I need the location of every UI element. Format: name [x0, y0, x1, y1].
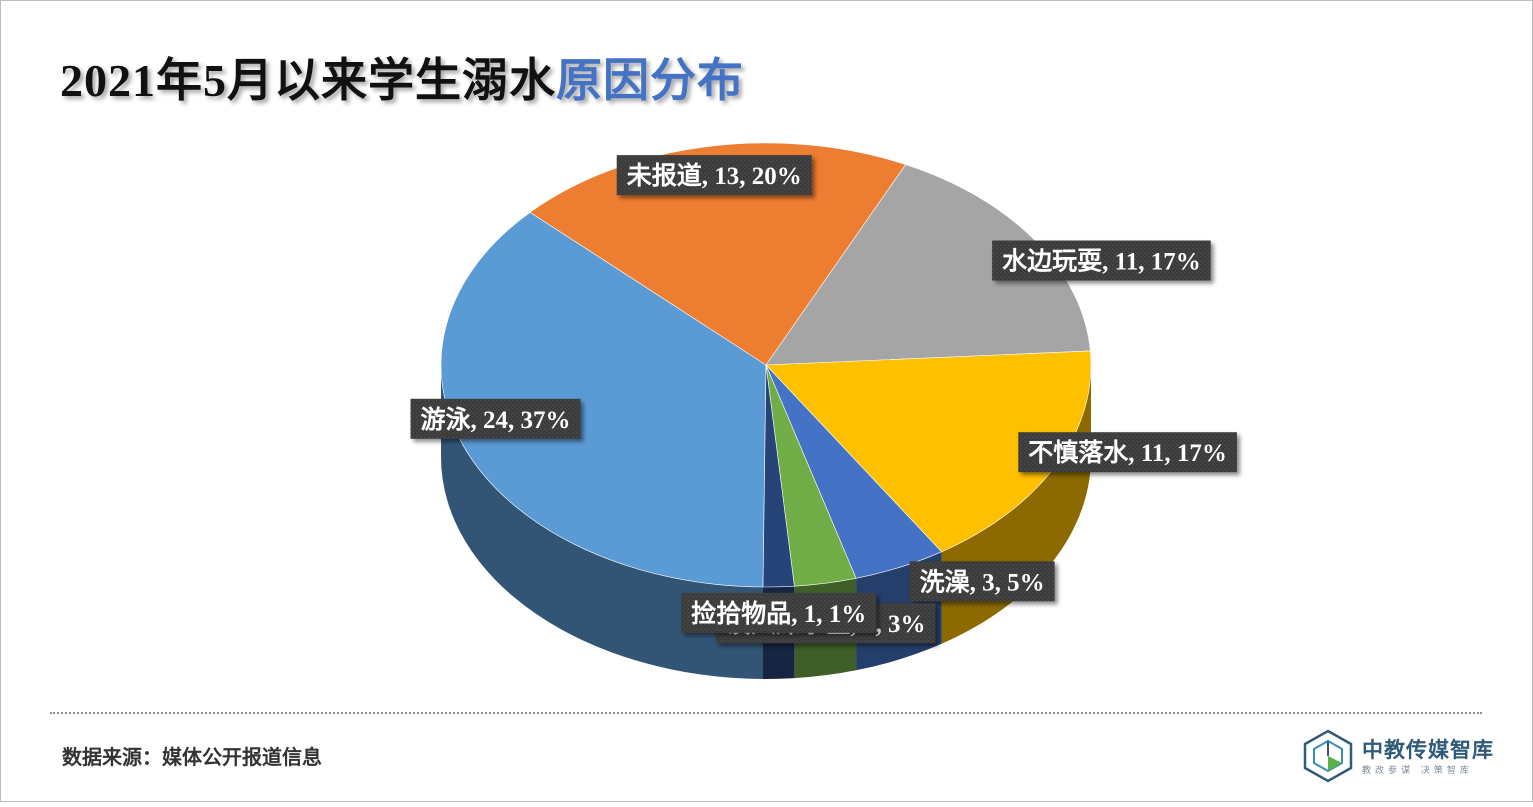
data-label-2: 水边玩耍, 11, 17% — [992, 240, 1211, 281]
data-label-text-3: 不慎落水, 11, 17% — [1028, 439, 1227, 467]
data-label-box-6 — [681, 592, 877, 633]
data-label-text-4: 洗澡, 3, 5% — [920, 568, 1045, 596]
logo-name: 中教传媒智库 — [1362, 738, 1494, 762]
pie-slice-6 — [762, 364, 795, 588]
logo-icon — [1303, 729, 1353, 783]
data-label-box-4 — [909, 561, 1055, 602]
data-label-1: 未报道, 13, 20% — [616, 155, 812, 196]
data-label-text-2: 水边玩耍, 11, 17% — [1002, 247, 1201, 275]
data-label-0: 游泳, 24, 37% — [410, 398, 581, 439]
data-label-box-0 — [410, 398, 581, 439]
data-label-box-2 — [992, 240, 1211, 281]
title-main: 2021年5月以来学生溺水 — [60, 55, 556, 106]
data-label-text-1: 未报道, 13, 20% — [627, 161, 802, 190]
pie-slice-0 — [440, 211, 767, 588]
data-label-3: 不慎落水, 11, 17% — [1018, 432, 1237, 473]
data-label-4: 洗澡, 3, 5% — [909, 561, 1055, 602]
chart-title: 2021年5月以来学生溺水原因分布 — [60, 44, 744, 110]
data-label-text-6: 捡拾物品, 1, 1% — [691, 599, 866, 628]
data-label-6: 捡拾物品, 1, 1% — [681, 592, 877, 633]
data-label-box-3 — [1018, 432, 1237, 473]
pie-slice-1 — [529, 142, 907, 366]
footer-divider — [50, 712, 1482, 714]
logo-tagline: 教改参谋 决策智库 — [1362, 766, 1473, 776]
data-source: 数据来源：媒体公开报道信息 — [62, 745, 322, 769]
title-highlight: 原因分布 — [556, 55, 744, 106]
data-label-text-0: 游泳, 24, 37% — [421, 406, 571, 434]
data-label-box-1 — [616, 155, 812, 196]
brand-logo: 中教传媒智库 教改参谋 决策智库 — [1300, 728, 1493, 784]
